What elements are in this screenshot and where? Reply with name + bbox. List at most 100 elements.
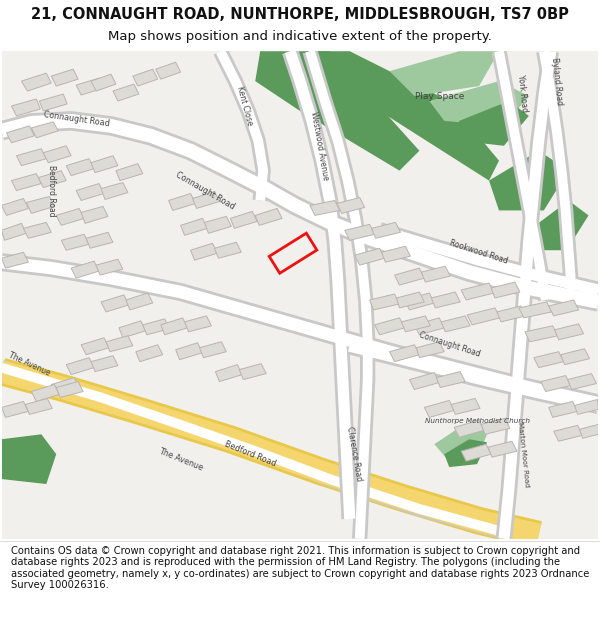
Polygon shape [255,209,282,226]
Polygon shape [66,357,94,374]
Polygon shape [374,318,404,335]
Text: Byland Road: Byland Road [550,57,563,106]
Polygon shape [205,216,232,233]
Text: The Avenue: The Avenue [157,446,204,472]
Polygon shape [519,302,552,318]
Polygon shape [497,306,526,322]
Polygon shape [40,94,67,111]
Text: Kent Close: Kent Close [235,85,254,127]
Polygon shape [101,295,129,312]
Polygon shape [133,69,158,86]
Polygon shape [467,308,500,325]
Polygon shape [337,198,365,213]
Polygon shape [481,418,510,434]
Text: 21, CONNAUGHT ROAD, NUNTHORPE, MIDDLESBROUGH, TS7 0BP: 21, CONNAUGHT ROAD, NUNTHORPE, MIDDLESBR… [31,7,569,22]
Polygon shape [81,338,109,355]
Polygon shape [382,246,410,262]
Polygon shape [7,126,34,142]
Polygon shape [23,222,51,238]
Text: Connaught Road: Connaught Road [175,170,236,211]
Polygon shape [191,243,217,260]
Text: Westwood Avenue: Westwood Avenue [310,111,331,181]
Polygon shape [397,292,424,308]
Polygon shape [193,191,220,209]
Polygon shape [2,253,28,268]
Polygon shape [113,84,139,101]
Polygon shape [215,364,242,381]
Polygon shape [431,292,460,308]
Polygon shape [489,151,569,211]
Polygon shape [434,424,489,459]
Polygon shape [116,164,143,181]
Polygon shape [126,293,153,310]
Polygon shape [404,293,434,310]
Polygon shape [96,259,123,275]
Polygon shape [61,234,89,250]
Polygon shape [345,224,374,240]
Polygon shape [560,349,590,364]
Polygon shape [169,194,196,211]
Polygon shape [156,62,181,79]
Polygon shape [491,282,520,298]
Text: Nunthorpe Methodist Church: Nunthorpe Methodist Church [425,418,530,424]
Polygon shape [459,101,529,146]
Polygon shape [11,99,40,116]
Polygon shape [554,426,583,441]
Polygon shape [541,376,571,391]
Polygon shape [56,381,83,398]
Polygon shape [2,401,28,418]
Polygon shape [66,159,94,176]
Polygon shape [2,434,56,484]
Polygon shape [176,342,203,359]
Polygon shape [214,242,241,258]
Polygon shape [451,399,480,414]
Polygon shape [91,356,118,372]
Polygon shape [370,294,400,310]
Text: Bedford Road: Bedford Road [223,440,277,469]
Polygon shape [389,51,499,96]
Polygon shape [136,345,163,362]
Polygon shape [395,268,424,285]
Text: Marton Moor Road: Marton Moor Road [517,421,530,488]
Text: York Road: York Road [517,74,529,112]
Polygon shape [525,326,557,342]
Polygon shape [200,342,226,357]
Polygon shape [461,283,494,300]
Polygon shape [25,399,52,414]
Polygon shape [430,81,529,126]
Polygon shape [181,218,208,235]
Polygon shape [575,399,598,414]
Text: Play Space: Play Space [415,91,464,101]
Polygon shape [454,421,484,437]
Polygon shape [488,441,517,457]
Polygon shape [305,51,499,181]
Polygon shape [185,316,211,332]
Polygon shape [31,122,58,138]
Polygon shape [444,439,487,467]
Polygon shape [389,345,419,362]
Polygon shape [421,266,450,282]
Text: Connaught Road: Connaught Road [43,110,110,128]
Polygon shape [534,352,563,367]
Polygon shape [43,146,71,162]
Polygon shape [76,78,104,95]
Polygon shape [11,174,41,191]
Text: Clarence Road: Clarence Road [346,426,364,482]
Polygon shape [56,209,84,226]
Polygon shape [2,199,28,216]
Polygon shape [81,206,108,223]
Polygon shape [415,318,444,335]
Polygon shape [461,444,491,461]
Polygon shape [91,156,118,172]
Polygon shape [31,384,59,401]
Polygon shape [441,316,470,332]
Polygon shape [424,401,454,418]
Text: Contains OS data © Crown copyright and database right 2021. This information is : Contains OS data © Crown copyright and d… [11,546,589,591]
Polygon shape [401,316,430,332]
Polygon shape [22,73,51,91]
Polygon shape [239,364,266,379]
Polygon shape [554,324,584,340]
Polygon shape [549,401,578,418]
Polygon shape [161,318,188,335]
Polygon shape [580,424,598,438]
